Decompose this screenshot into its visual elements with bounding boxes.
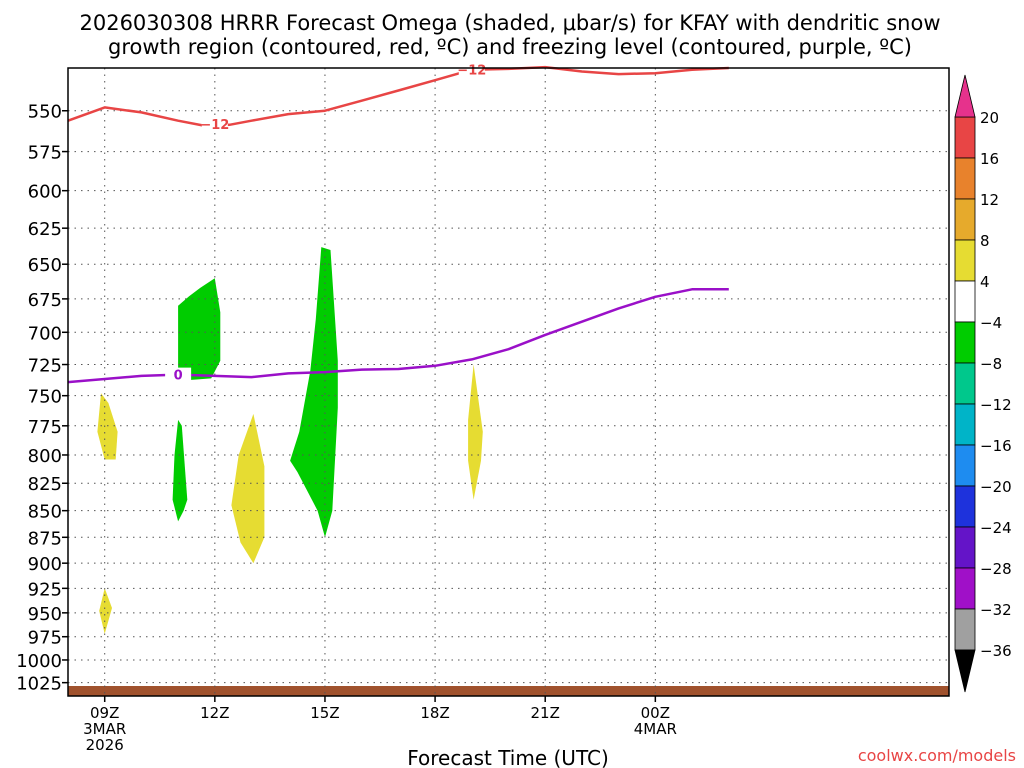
colorbar-segment (954, 321, 976, 364)
colorbar-level-label: −4 (980, 314, 1002, 332)
x-tick-label: 15Z (310, 704, 339, 722)
omega-region (231, 413, 265, 564)
y-tick-label: 700 (28, 323, 62, 344)
x-tick-label: 21Z (531, 704, 560, 722)
y-tick-label: 550 (28, 102, 62, 123)
colorbar-segment (954, 567, 976, 610)
ground-fill (68, 686, 949, 696)
y-tick-label: 625 (28, 219, 62, 240)
x-tick-label: 00Z (641, 704, 670, 722)
colorbar-level-label: −24 (980, 519, 1012, 537)
y-tick-label: 1025 (16, 674, 62, 695)
y-tick-label: 800 (28, 446, 62, 467)
colorbar-level-label: 16 (980, 150, 999, 168)
colorbar-level-label: 8 (980, 232, 990, 250)
colorbar-segment (954, 198, 976, 241)
title-line-1: 2026030308 HRRR Forecast Omega (shaded, … (79, 11, 940, 35)
y-tick-label: 650 (28, 255, 62, 276)
contour-label: −12 (200, 118, 229, 133)
colorbar-level-label: −36 (980, 642, 1012, 660)
y-tick-label: 925 (28, 579, 62, 600)
colorbar-segment (954, 608, 976, 651)
colorbar-segment (954, 280, 976, 323)
x-tick-label: 4MAR (634, 720, 677, 738)
contour-label-bg (165, 367, 192, 382)
grid-lines (68, 68, 949, 696)
y-tick-label: 975 (28, 628, 62, 649)
colorbar-segment (954, 526, 976, 569)
contour-label-bg (201, 117, 228, 132)
y-tick-label: 725 (28, 356, 62, 377)
colorbar-level-label: −12 (980, 396, 1012, 414)
y-tick-label: 575 (28, 143, 62, 164)
x-tick-label: 18Z (420, 704, 449, 722)
omega-region (172, 419, 188, 522)
plot-frame (67, 67, 950, 697)
colorbar-level-label: 12 (980, 191, 999, 209)
y-tick-label: 875 (28, 528, 62, 549)
colorbar-segment (954, 239, 976, 282)
y-axis-tick-labels: 550 575 600 625 650 675 700 725 750 775 800 825 850 8… (16, 102, 68, 695)
y-tick-label: 950 (28, 604, 62, 625)
colorbar-level-label: −32 (980, 601, 1012, 619)
contour-label: −12 (457, 64, 486, 79)
omega-region (178, 278, 221, 381)
y-tick-label: 600 (28, 182, 62, 203)
colorbar: 20 16 12 8 4 −4 −8 −12 −16 −20 −24 −28 −32 −36 (954, 74, 1012, 693)
y-tick-label: 825 (28, 474, 62, 495)
colorbar-level-label: 4 (980, 273, 990, 291)
ground-band (68, 686, 949, 696)
y-tick-label: 775 (28, 417, 62, 438)
x-tick-label: 09Z (90, 704, 119, 722)
omega-region (97, 393, 118, 460)
dgz-contour-line (67, 65, 729, 127)
colorbar-segment (954, 485, 976, 528)
title-line-2: growth region (contoured, red, ºC) and f… (108, 35, 912, 59)
x-tick-label: 12Z (200, 704, 229, 722)
contour-label: 0 (174, 369, 183, 384)
omega-region (468, 364, 483, 500)
colorbar-level-label: −8 (980, 355, 1002, 373)
colorbar-level-label: −16 (980, 437, 1012, 455)
colorbar-segment (954, 444, 976, 487)
plot-area: −12 −12 0 (67, 62, 950, 697)
omega-region (99, 588, 112, 634)
colorbar-top-arrow (954, 74, 976, 118)
y-tick-label: 1000 (16, 651, 62, 672)
colorbar-segment (954, 116, 976, 159)
colorbar-bottom-arrow (954, 649, 976, 693)
x-axis-label: Forecast Time (UTC) (407, 746, 609, 768)
colorbar-level-label: −28 (980, 560, 1012, 578)
x-tick-label: 3MAR (83, 720, 126, 738)
colorbar-segment (954, 362, 976, 405)
title: 2026030308 HRRR Forecast Omega (shaded, … (79, 11, 940, 59)
credit-text: coolwx.com/models (858, 746, 1016, 765)
contours: −12 −12 0 (67, 62, 729, 384)
y-tick-label: 750 (28, 387, 62, 408)
y-tick-label: 675 (28, 290, 62, 311)
contour-label-bg (458, 62, 485, 77)
omega-regions (97, 247, 483, 634)
x-tick-label: 2026 (86, 736, 124, 754)
colorbar-level-label: −20 (980, 478, 1012, 496)
y-tick-label: 900 (28, 554, 62, 575)
colorbar-level-label: 20 (980, 109, 999, 127)
y-tick-label: 850 (28, 502, 62, 523)
colorbar-segment (954, 157, 976, 200)
colorbar-segment (954, 403, 976, 446)
omega-region (290, 247, 338, 538)
